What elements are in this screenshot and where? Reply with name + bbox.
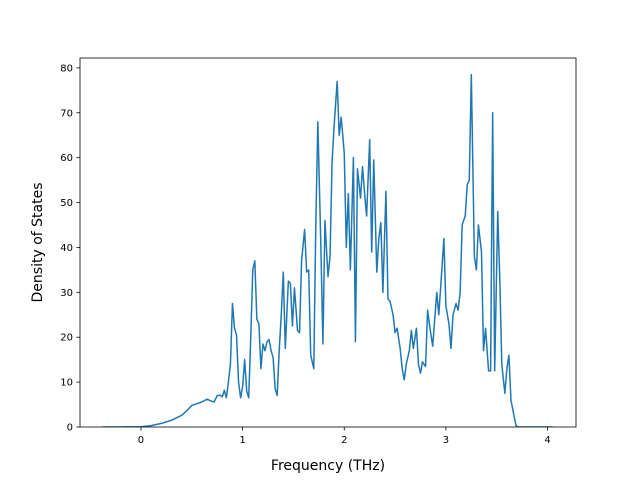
- y-tick-label: 40: [60, 243, 73, 254]
- y-tick-label: 0: [67, 423, 73, 434]
- y-tick-label: 70: [60, 108, 73, 119]
- y-tick-label: 80: [60, 63, 73, 74]
- y-tick-label: 20: [60, 333, 73, 344]
- x-tick-label: 2: [341, 435, 347, 446]
- y-tick-label: 50: [60, 198, 73, 209]
- y-axis-label: Density of States: [30, 183, 46, 303]
- axes-frame: [79, 57, 577, 428]
- x-tick-label: 0: [138, 435, 144, 446]
- x-tick-label: 1: [239, 435, 245, 446]
- x-tick-label: 3: [443, 435, 449, 446]
- y-tick-label: 10: [60, 378, 73, 389]
- line: [102, 73, 553, 427]
- x-axis-label: Frequency (THz): [271, 458, 385, 474]
- x-tick-label: 4: [544, 435, 550, 446]
- y-tick-label: 30: [60, 288, 73, 299]
- y-tick-label: 60: [60, 153, 73, 164]
